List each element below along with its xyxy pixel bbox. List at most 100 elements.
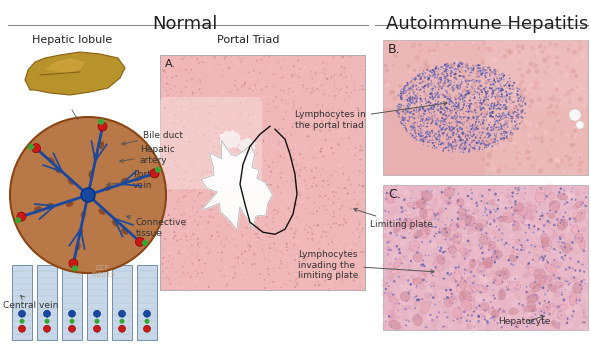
Point [426, 69, 436, 75]
Point [466, 144, 475, 149]
Ellipse shape [526, 205, 537, 211]
Point [436, 299, 445, 305]
Point [219, 194, 229, 200]
Point [463, 138, 472, 143]
Point [422, 324, 431, 330]
Point [303, 280, 312, 286]
Point [557, 70, 566, 75]
Point [424, 211, 434, 217]
Point [410, 120, 420, 126]
Point [433, 282, 442, 288]
Point [553, 262, 563, 268]
Point [189, 261, 198, 267]
Point [329, 88, 339, 94]
Point [504, 98, 514, 104]
Point [509, 245, 518, 251]
Point [272, 265, 281, 271]
Point [434, 56, 443, 61]
Point [410, 201, 419, 207]
Point [530, 244, 540, 249]
Point [187, 99, 196, 105]
Point [460, 318, 469, 323]
Point [453, 210, 463, 215]
Point [230, 243, 240, 248]
Point [345, 174, 354, 180]
Point [289, 157, 298, 163]
Point [450, 270, 460, 276]
Point [499, 135, 509, 141]
Point [396, 94, 405, 100]
Point [538, 258, 548, 264]
Point [482, 142, 492, 148]
Point [433, 75, 442, 80]
Point [165, 253, 174, 259]
Point [476, 267, 486, 272]
Point [507, 191, 517, 197]
Point [254, 235, 263, 240]
Point [355, 249, 365, 254]
Point [295, 79, 304, 85]
Point [275, 183, 284, 189]
Point [461, 297, 470, 302]
Point [511, 104, 520, 110]
Point [547, 262, 556, 268]
Point [204, 150, 213, 155]
Ellipse shape [444, 186, 454, 197]
Point [492, 143, 502, 149]
Point [495, 125, 504, 130]
Point [465, 223, 474, 228]
Point [401, 90, 410, 96]
Point [401, 227, 410, 232]
Point [456, 89, 465, 95]
Point [157, 231, 166, 236]
Point [186, 234, 196, 239]
Point [422, 211, 431, 216]
Point [525, 248, 534, 254]
Point [415, 126, 425, 131]
Point [424, 143, 433, 149]
Point [475, 103, 485, 109]
Point [482, 90, 492, 96]
Point [501, 122, 511, 128]
Point [409, 205, 418, 211]
Point [387, 90, 396, 95]
Point [264, 101, 274, 106]
Point [527, 83, 536, 88]
Point [404, 86, 414, 92]
Point [527, 239, 536, 245]
Point [508, 214, 517, 219]
Point [443, 216, 452, 221]
Point [564, 47, 573, 52]
Point [311, 69, 321, 75]
Point [519, 215, 528, 220]
Point [496, 224, 506, 230]
Point [476, 289, 485, 295]
Point [248, 128, 258, 133]
Point [462, 222, 472, 228]
Point [449, 207, 459, 212]
Point [477, 297, 486, 302]
Point [164, 181, 173, 187]
Point [223, 187, 233, 193]
Point [489, 109, 499, 115]
Point [166, 250, 176, 256]
Point [174, 195, 183, 201]
Point [446, 73, 456, 79]
Point [425, 95, 434, 101]
Point [297, 93, 307, 98]
Point [427, 113, 437, 119]
Point [451, 71, 460, 77]
Ellipse shape [461, 299, 472, 311]
Point [440, 80, 449, 86]
Point [481, 197, 491, 203]
Point [456, 46, 466, 52]
Ellipse shape [392, 268, 399, 275]
Point [522, 59, 532, 65]
Point [485, 86, 495, 92]
Point [459, 105, 468, 110]
Point [410, 101, 419, 106]
Point [164, 82, 174, 87]
Point [244, 69, 254, 75]
Point [464, 235, 473, 240]
Point [478, 87, 488, 93]
